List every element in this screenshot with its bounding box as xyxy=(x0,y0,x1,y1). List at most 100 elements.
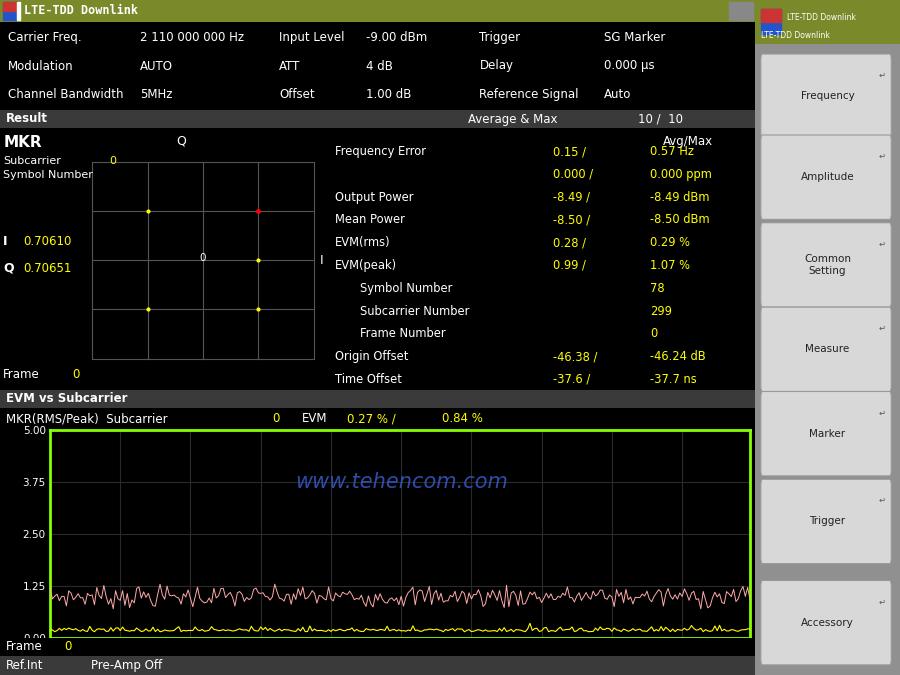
Text: 5MHz: 5MHz xyxy=(140,88,172,101)
Text: 0.000 μs: 0.000 μs xyxy=(604,59,654,72)
Text: ATT: ATT xyxy=(279,59,301,72)
Text: 2 110 000 000 Hz: 2 110 000 000 Hz xyxy=(140,31,244,45)
Text: -8.49 dBm: -8.49 dBm xyxy=(650,190,709,204)
Text: 0.29 %: 0.29 % xyxy=(650,236,690,249)
Text: 0.28 /: 0.28 / xyxy=(554,236,587,249)
Text: Offset: Offset xyxy=(279,88,315,101)
Text: 1.07 %: 1.07 % xyxy=(650,259,690,272)
Bar xyxy=(760,9,781,22)
Text: ↵: ↵ xyxy=(878,240,886,248)
Text: 10 /  10: 10 / 10 xyxy=(638,113,683,126)
Text: Q: Q xyxy=(176,134,186,148)
Text: 0.57 Hz: 0.57 Hz xyxy=(650,145,694,158)
Text: ↵: ↵ xyxy=(878,71,886,80)
Text: -46.38 /: -46.38 / xyxy=(554,350,598,363)
Text: -46.24 dB: -46.24 dB xyxy=(650,350,706,363)
Text: LTE-TDD Downlink: LTE-TDD Downlink xyxy=(787,13,856,22)
Text: 0.70651: 0.70651 xyxy=(23,262,71,275)
Text: 0.99 /: 0.99 / xyxy=(554,259,586,272)
Text: ↵: ↵ xyxy=(878,152,886,161)
Text: Time Offset: Time Offset xyxy=(335,373,402,386)
Text: ↵: ↵ xyxy=(878,324,886,333)
Text: 0: 0 xyxy=(200,252,206,263)
FancyBboxPatch shape xyxy=(760,479,891,564)
Bar xyxy=(16,2,20,20)
Text: Auto: Auto xyxy=(604,88,632,101)
FancyBboxPatch shape xyxy=(760,223,891,307)
Text: 299: 299 xyxy=(650,304,672,318)
Text: -37.6 /: -37.6 / xyxy=(554,373,590,386)
Text: ↵: ↵ xyxy=(878,597,886,606)
Text: 0.84 %: 0.84 % xyxy=(442,412,482,425)
Text: -9.00 dBm: -9.00 dBm xyxy=(366,31,427,45)
Text: Symbol Number: Symbol Number xyxy=(360,281,453,295)
Text: ↵: ↵ xyxy=(878,408,886,417)
Text: Subcarrier Number: Subcarrier Number xyxy=(360,304,470,318)
Text: Measure: Measure xyxy=(806,344,850,354)
Text: MKR: MKR xyxy=(4,134,42,150)
Text: Channel Bandwidth: Channel Bandwidth xyxy=(7,88,123,101)
Text: 1.00 dB: 1.00 dB xyxy=(366,88,411,101)
Text: Ref.Int: Ref.Int xyxy=(6,659,43,672)
Text: 0: 0 xyxy=(272,412,279,425)
Text: Pre-Amp Off: Pre-Amp Off xyxy=(91,659,162,672)
FancyBboxPatch shape xyxy=(760,392,891,476)
FancyBboxPatch shape xyxy=(760,580,891,665)
FancyBboxPatch shape xyxy=(760,54,891,138)
Text: Delay: Delay xyxy=(480,59,513,72)
Text: Modulation: Modulation xyxy=(7,59,73,72)
Text: -8.49 /: -8.49 / xyxy=(554,190,590,204)
Text: Reference Signal: Reference Signal xyxy=(480,88,579,101)
Text: Q: Q xyxy=(4,262,13,275)
Text: EVM(peak): EVM(peak) xyxy=(335,259,397,272)
Text: Accessory: Accessory xyxy=(801,618,854,628)
Text: ↵: ↵ xyxy=(878,496,886,505)
Text: Average & Max: Average & Max xyxy=(468,113,558,126)
Text: EVM vs Subcarrier: EVM vs Subcarrier xyxy=(6,392,128,406)
Text: Input Level: Input Level xyxy=(279,31,345,45)
Text: I: I xyxy=(320,254,324,267)
Text: Frame Number: Frame Number xyxy=(360,327,446,340)
Text: 0: 0 xyxy=(650,327,657,340)
Text: Marker: Marker xyxy=(809,429,846,439)
Text: Subcarrier: Subcarrier xyxy=(4,155,61,165)
Text: Trigger: Trigger xyxy=(809,516,846,526)
Text: Frame: Frame xyxy=(6,641,43,653)
Bar xyxy=(729,2,741,20)
Text: Output Power: Output Power xyxy=(335,190,413,204)
Text: 4 dB: 4 dB xyxy=(366,59,393,72)
Text: -37.7 ns: -37.7 ns xyxy=(650,373,697,386)
Bar xyxy=(755,0,900,44)
Text: -8.50 /: -8.50 / xyxy=(554,213,590,226)
FancyBboxPatch shape xyxy=(760,135,891,219)
Bar xyxy=(742,2,753,20)
Text: MKR(RMS/Peak)  Subcarrier: MKR(RMS/Peak) Subcarrier xyxy=(6,412,167,425)
Text: I: I xyxy=(4,236,8,248)
Text: Frequency Error: Frequency Error xyxy=(335,145,426,158)
Text: 0.27 % /: 0.27 % / xyxy=(347,412,396,425)
Text: www.tehencom.com: www.tehencom.com xyxy=(294,472,508,492)
Text: Avg/Max: Avg/Max xyxy=(663,134,713,148)
Text: 78: 78 xyxy=(650,281,664,295)
Text: 0.000 /: 0.000 / xyxy=(554,168,593,181)
Text: EVM(rms): EVM(rms) xyxy=(335,236,391,249)
Bar xyxy=(3,2,16,11)
Text: Origin Offset: Origin Offset xyxy=(335,350,409,363)
Text: Frame: Frame xyxy=(4,368,40,381)
Text: Amplitude: Amplitude xyxy=(801,172,854,182)
Text: EVM: EVM xyxy=(302,412,328,425)
Text: Frequency: Frequency xyxy=(801,91,854,101)
Text: 0: 0 xyxy=(73,368,80,381)
Text: Common
Setting: Common Setting xyxy=(804,254,851,276)
Text: LTE-TDD Downlink: LTE-TDD Downlink xyxy=(760,31,830,40)
Text: 0.70610: 0.70610 xyxy=(23,236,71,248)
Text: 0: 0 xyxy=(109,155,116,165)
Text: Trigger: Trigger xyxy=(480,31,520,45)
Text: AUTO: AUTO xyxy=(140,59,173,72)
Text: Result: Result xyxy=(6,113,48,126)
Bar xyxy=(3,2,16,20)
Bar xyxy=(760,9,781,34)
Text: Symbol Number: Symbol Number xyxy=(4,170,94,180)
Text: -8.50 dBm: -8.50 dBm xyxy=(650,213,709,226)
Text: 0: 0 xyxy=(64,641,72,653)
